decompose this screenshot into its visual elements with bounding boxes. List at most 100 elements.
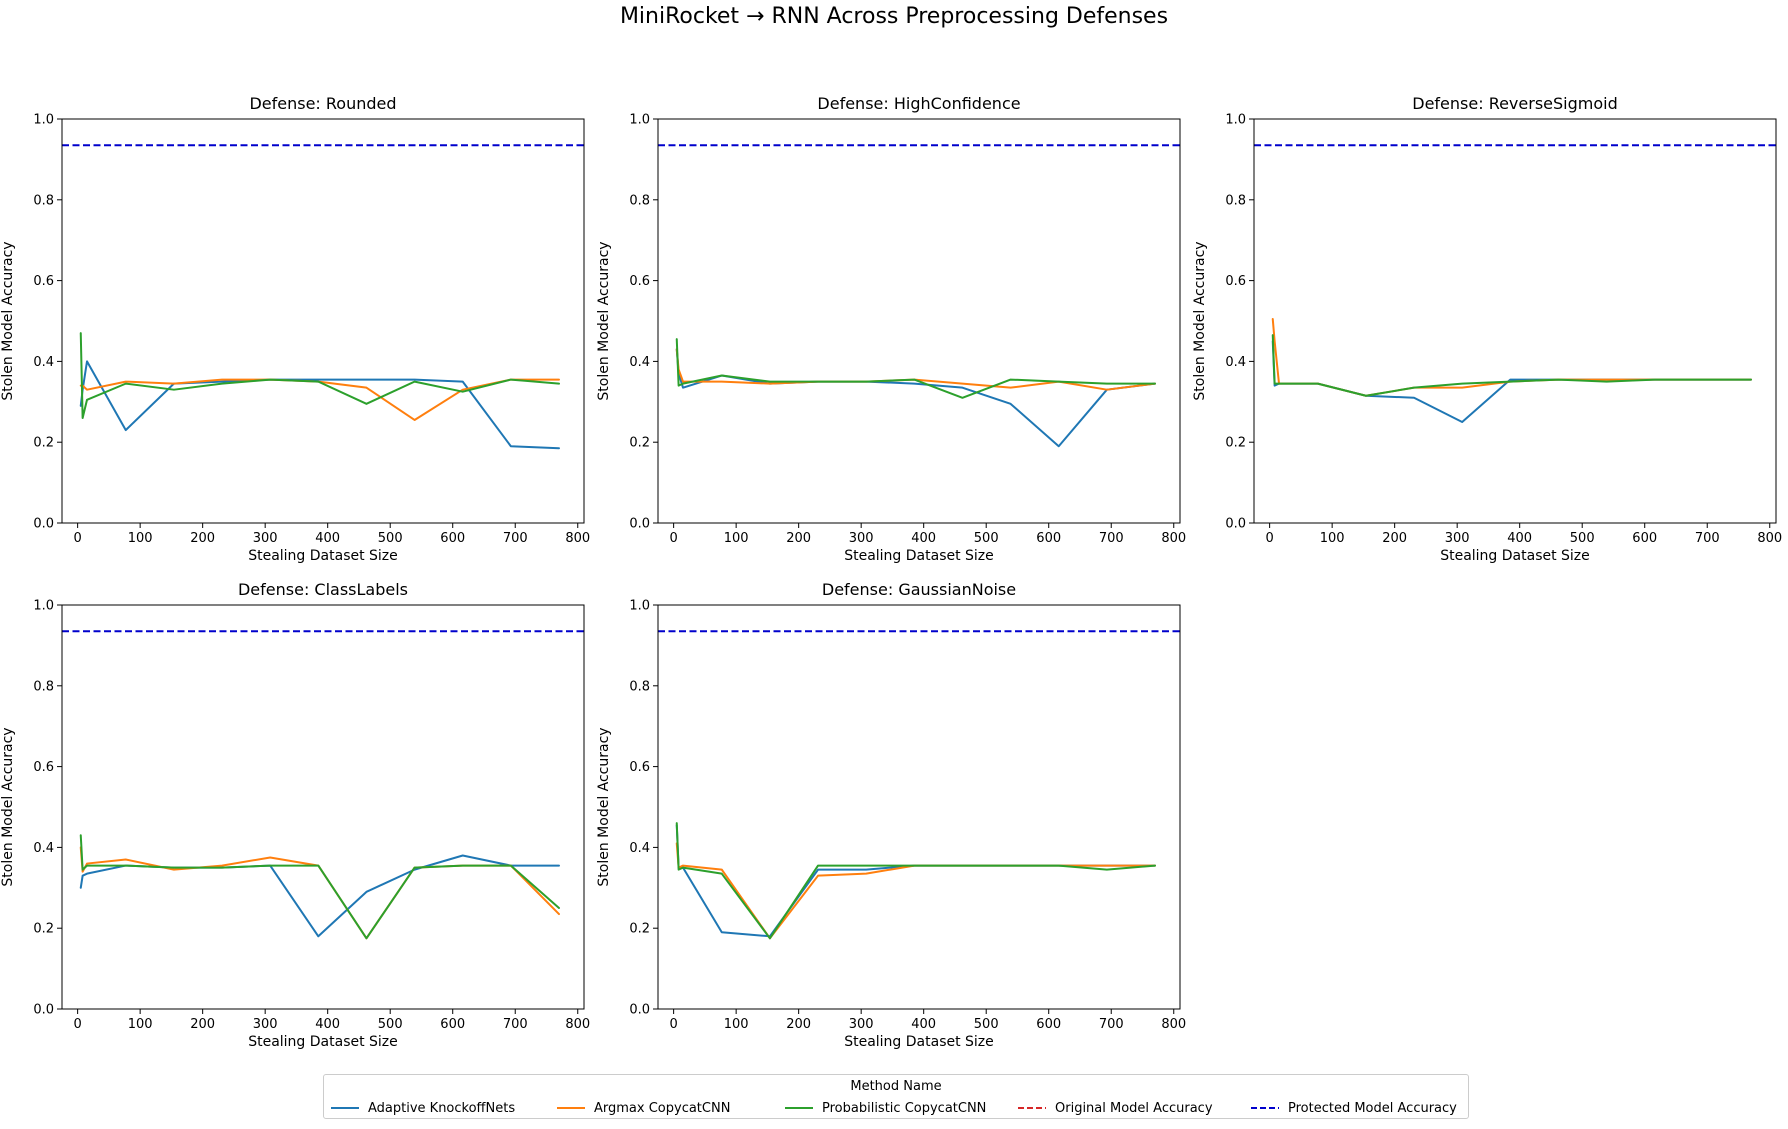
plot-area <box>658 630 1180 940</box>
y-tick-label: 0.2 <box>629 922 650 937</box>
y-tick-label: 0.6 <box>1225 274 1246 289</box>
x-tick-label: 100 <box>724 1017 749 1032</box>
y-tick-label: 0.4 <box>629 355 650 370</box>
legend-swatch <box>331 1107 359 1109</box>
legend-item-argmax-copycatcnn: Argmax CopycatCNN <box>556 1099 730 1117</box>
y-tick-label: 0.0 <box>33 1003 54 1018</box>
x-tick-label: 300 <box>1445 531 1470 546</box>
series-line-argmax-copycatcnn <box>675 842 1156 940</box>
subplot-defense-classlabels: Defense: ClassLabels 0 100 200 300 400 500 600 7… <box>0 580 590 1050</box>
legend-title: Method Name <box>850 1079 942 1094</box>
x-axis-label: Stealing Dataset Size <box>248 1034 398 1050</box>
y-tick-label: 0.4 <box>1225 355 1246 370</box>
x-tick-label: 0 <box>669 531 677 546</box>
x-tick-label: 400 <box>911 531 936 546</box>
x-tick-label: 100 <box>724 531 749 546</box>
axes-frame <box>1253 118 1777 524</box>
x-tick-label: 200 <box>786 531 811 546</box>
y-tick-label: 0.0 <box>1225 517 1246 532</box>
legend-swatch <box>1018 1107 1046 1109</box>
x-tick-label: 300 <box>253 531 278 546</box>
legend: Method Name Adaptive KnockoffNets Argmax … <box>323 1074 1469 1119</box>
x-tick-label: 200 <box>190 531 215 546</box>
x-tick-label: 0 <box>73 1017 81 1032</box>
subplot-title: Defense: HighConfidence <box>817 94 1020 113</box>
x-axis-label: Stealing Dataset Size <box>844 1034 994 1050</box>
x-tick-label: 600 <box>1632 531 1657 546</box>
x-tick-label: 500 <box>1570 531 1595 546</box>
x-tick-label: 800 <box>1161 1017 1186 1032</box>
legend-label: Adaptive KnockoffNets <box>368 1100 516 1116</box>
x-tick-label: 600 <box>1036 1017 1061 1032</box>
y-axis-label: Stolen Model Accuracy <box>596 241 612 400</box>
series-line-probabilistic-copycatcnn <box>675 822 1156 940</box>
y-tick-label: 0.4 <box>629 841 650 856</box>
subplot-title: Defense: Rounded <box>249 94 396 113</box>
subplot-defense-gaussiannoise: Defense: GaussianNoise 0 100 200 300 400 500 60… <box>596 580 1186 1050</box>
subplot-defense-rounded: Defense: Rounded 0 100 200 300 400 500 600 700 80… <box>0 94 590 564</box>
x-tick-label: 700 <box>503 1017 528 1032</box>
series-line-adaptive-knockoffnets <box>675 824 1156 938</box>
legend-swatch <box>557 1107 585 1109</box>
subplot-title: Defense: ClassLabels <box>238 580 408 599</box>
x-tick-label: 0 <box>669 1017 677 1032</box>
y-tick-label: 0.6 <box>33 274 54 289</box>
x-tick-label: 500 <box>974 1017 999 1032</box>
axes-frame <box>657 118 1181 524</box>
x-tick-label: 100 <box>128 531 153 546</box>
y-tick-label: 0.4 <box>33 841 54 856</box>
axes-frame <box>657 604 1181 1010</box>
y-tick-label: 0.6 <box>629 760 650 775</box>
subplot-defense-reversesigmoid: Defense: ReverseSigmoid 0 100 200 300 400 500 6… <box>1192 94 1782 564</box>
y-axis-label: Stolen Model Accuracy <box>596 727 612 886</box>
axes-frame <box>61 604 585 1010</box>
plot-area <box>62 144 584 450</box>
x-tick-label: 100 <box>1320 531 1345 546</box>
y-axis-label: Stolen Model Accuracy <box>1192 241 1208 400</box>
x-tick-label: 500 <box>378 531 403 546</box>
x-tick-label: 600 <box>440 1017 465 1032</box>
y-tick-label: 0.2 <box>629 436 650 451</box>
y-tick-label: 0.8 <box>33 679 54 694</box>
subplot-defense-highconfidence: Defense: HighConfidence 0 100 200 300 400 500 6… <box>596 94 1186 564</box>
series-line-adaptive-knockoffnets <box>675 348 1156 448</box>
y-tick-label: 0.8 <box>629 193 650 208</box>
y-tick-label: 1.0 <box>629 599 650 614</box>
x-tick-label: 700 <box>1099 1017 1124 1032</box>
figure-title: MiniRocket → RNN Across Preprocessing De… <box>619 4 1169 29</box>
x-tick-label: 400 <box>911 1017 936 1032</box>
x-tick-label: 700 <box>1099 531 1124 546</box>
x-tick-label: 500 <box>378 1017 403 1032</box>
x-tick-label: 600 <box>1036 531 1061 546</box>
legend-item-adaptive-knockoffnets: Adaptive KnockoffNets <box>330 1099 515 1117</box>
y-tick-label: 1.0 <box>33 113 54 128</box>
x-tick-label: 800 <box>1757 531 1782 546</box>
legend-label: Original Model Accuracy <box>1055 1100 1213 1116</box>
x-tick-label: 200 <box>786 1017 811 1032</box>
series-line-adaptive-knockoffnets <box>79 360 560 450</box>
y-tick-label: 1.0 <box>33 599 54 614</box>
y-tick-label: 0.0 <box>629 517 650 532</box>
legend-label: Protected Model Accuracy <box>1288 1100 1457 1116</box>
x-tick-label: 700 <box>1695 531 1720 546</box>
y-axis-label: Stolen Model Accuracy <box>0 241 16 400</box>
y-tick-label: 0.6 <box>33 760 54 775</box>
y-axis-label: Stolen Model Accuracy <box>0 727 16 886</box>
legend-item-protected-model-accuracy: Protected Model Accuracy <box>1250 1099 1457 1117</box>
x-tick-label: 400 <box>1507 531 1532 546</box>
y-tick-label: 0.8 <box>629 679 650 694</box>
x-tick-label: 400 <box>315 531 340 546</box>
y-tick-label: 0.8 <box>33 193 54 208</box>
x-axis-label: Stealing Dataset Size <box>1440 548 1590 564</box>
y-tick-label: 1.0 <box>1225 113 1246 128</box>
x-tick-label: 300 <box>849 1017 874 1032</box>
y-tick-label: 1.0 <box>629 113 650 128</box>
legend-swatch <box>1251 1107 1279 1109</box>
series-line-argmax-copycatcnn <box>1271 317 1752 397</box>
y-tick-label: 0.8 <box>1225 193 1246 208</box>
axes-frame <box>61 118 585 524</box>
x-tick-label: 500 <box>974 531 999 546</box>
subplot-title: Defense: GaussianNoise <box>822 580 1016 599</box>
x-tick-label: 600 <box>440 531 465 546</box>
